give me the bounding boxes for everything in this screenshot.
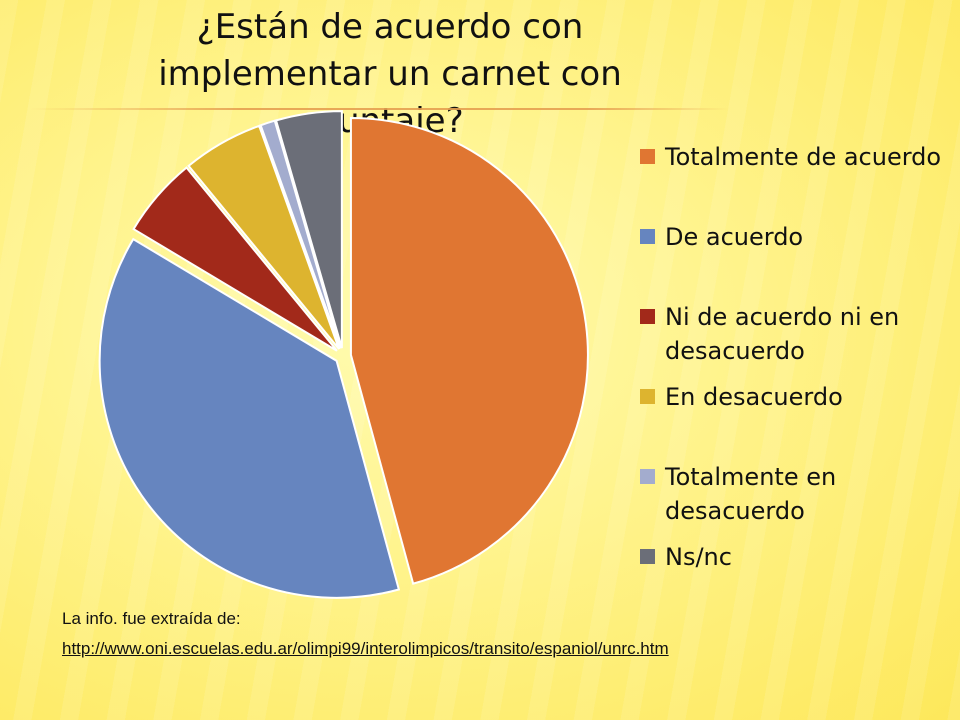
source-note: La info. fue extraída de: http://www.oni…: [62, 608, 952, 660]
legend-label: Totalmente en desacuerdo: [665, 463, 837, 525]
legend-label: Ni de acuerdo ni en desacuerdo: [665, 303, 900, 365]
pie-slice-en-desacuerdo: [187, 124, 340, 350]
legend-label: Ns/nc: [665, 543, 732, 571]
pie-slice-de-acuerdo: [98, 237, 401, 599]
legend-label: Totalmente de acuerdo: [665, 143, 942, 171]
title-divider: [30, 108, 730, 110]
legend-swatch: [640, 549, 655, 564]
legend-swatch: [640, 389, 655, 404]
slide-title: ¿Están de acuerdo con implementar un car…: [158, 7, 622, 141]
legend-label: De acuerdo: [665, 223, 804, 251]
source-link[interactable]: http://www.oni.escuelas.edu.ar/olimpi99/…: [62, 639, 669, 658]
pie-slice-totalmente-de-acuerdo: [349, 116, 589, 585]
legend-swatch: [640, 149, 655, 164]
legend-label: En desacuerdo: [665, 383, 843, 411]
pie-slice-totalmente-en-desacuerdo: [259, 119, 342, 349]
source-label: La info. fue extraída de:: [62, 609, 241, 628]
legend-swatch: [640, 309, 655, 324]
legend-swatch: [640, 229, 655, 244]
pie-slice-ni-de-acuerdo: [132, 166, 338, 352]
pie-slice-ns-nc: [274, 110, 343, 349]
legend-swatch: [640, 469, 655, 484]
